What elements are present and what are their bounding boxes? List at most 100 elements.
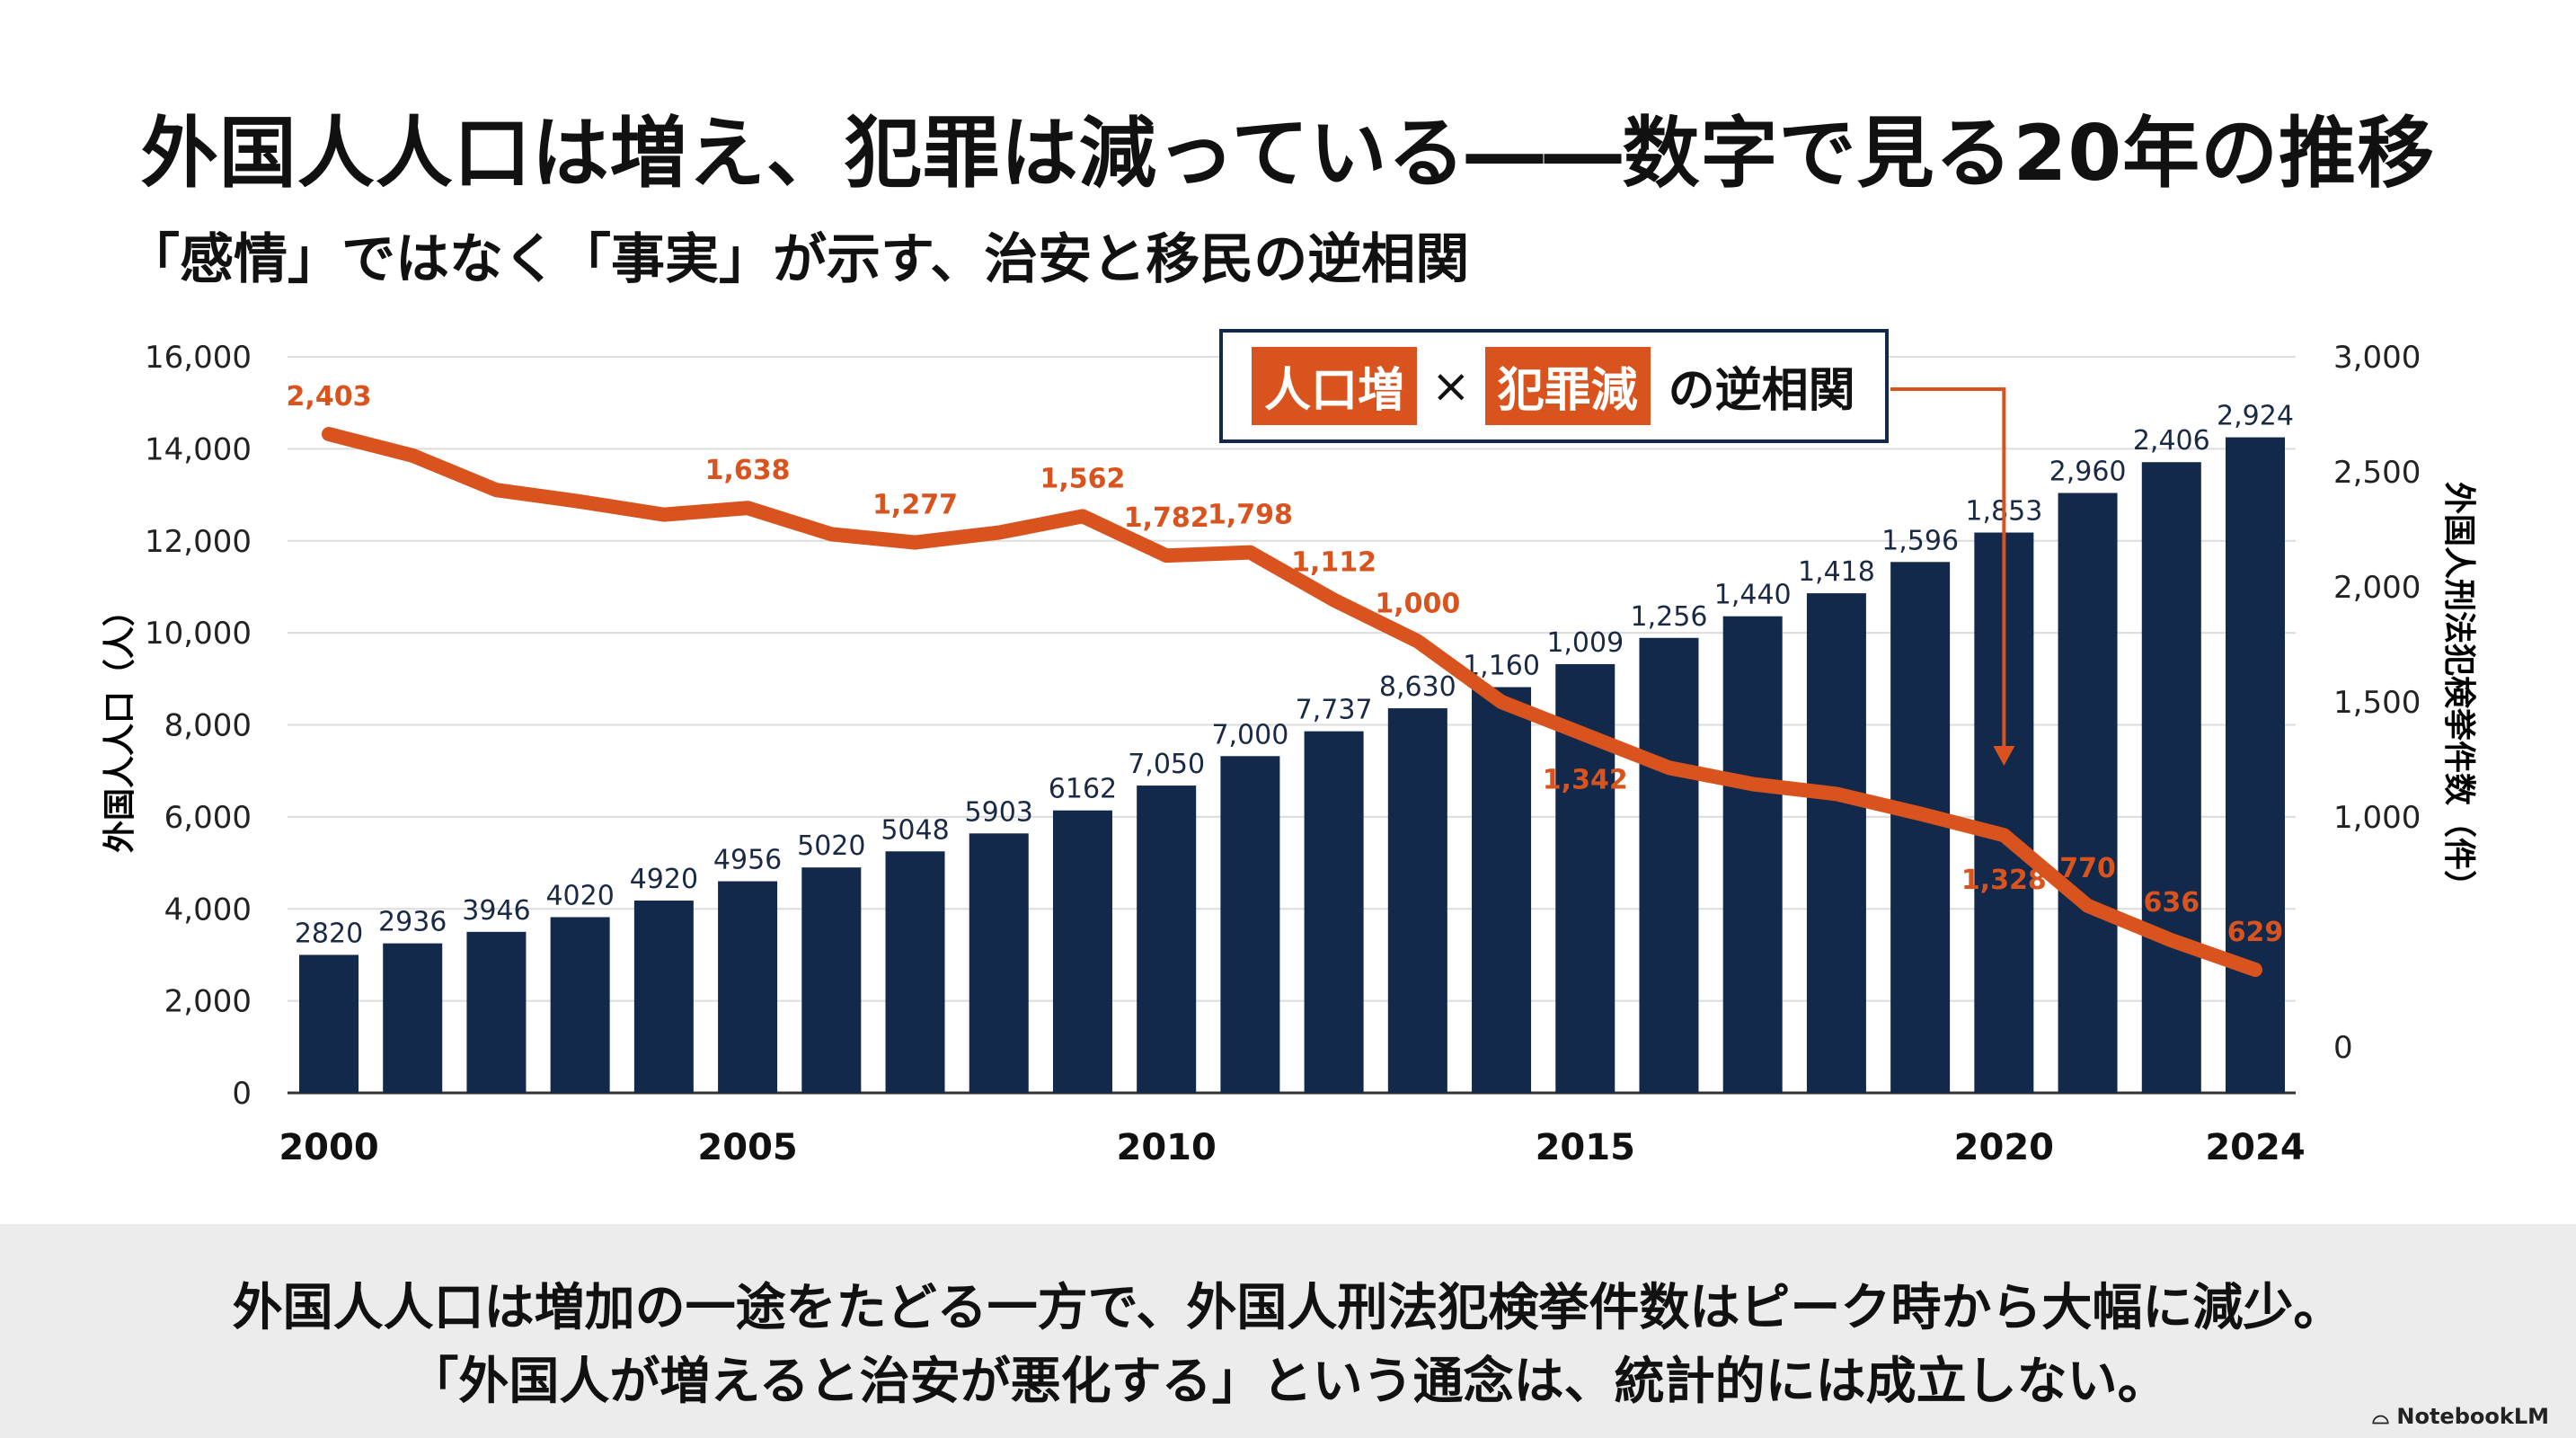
bar: [801, 867, 862, 1093]
y-tick-left: 6,000: [164, 800, 252, 836]
bar-label: 5048: [881, 814, 949, 846]
bar: [2058, 493, 2118, 1093]
bar: [1472, 687, 1532, 1093]
callout-text: の逆相関: [1668, 364, 1855, 418]
y-tick-left: 12,000: [145, 524, 252, 560]
y-tick-left: 0: [232, 1076, 252, 1112]
line-label: 1,112: [1291, 547, 1377, 579]
callout-arrow: [1890, 387, 2006, 746]
page-subtitle: 「感情」ではなく「事実」が示す、治安と移民の逆相関: [126, 228, 1470, 291]
summary-footer: 外国人人口は増加の一途をたどる一方で、外国人刑法犯検挙件数はピーク時から大幅に減…: [0, 1224, 2576, 1438]
x-tick: 2005: [697, 1127, 797, 1168]
summary-line-1: 外国人人口は増加の一途をたどる一方で、外国人刑法犯検挙件数はピーク時から大幅に減…: [232, 1279, 2344, 1337]
bar-label: 8,630: [1379, 671, 1456, 703]
bar-label: 1,440: [1714, 580, 1792, 611]
y-axis-right-label: 外国人刑法犯検挙件数（件）: [2440, 482, 2477, 902]
line-series: [322, 427, 2262, 977]
bar: [1639, 637, 1699, 1093]
bar-label: 7,737: [1296, 695, 1373, 726]
tag-population-increase: 人口増: [1252, 347, 1418, 425]
y-tick-left: 16,000: [145, 340, 252, 376]
y-axis-left-label: 外国人人口（人）: [102, 594, 138, 853]
line-label: 636: [2143, 887, 2200, 919]
y-tick-left: 8,000: [164, 708, 252, 744]
bar-label: 4020: [545, 880, 614, 911]
bar: [969, 833, 1029, 1093]
bar: [1304, 731, 1364, 1093]
y-tick-left: 4,000: [164, 892, 252, 928]
bar: [1722, 616, 1783, 1093]
bar: [1387, 708, 1447, 1093]
bar: [1137, 786, 1197, 1093]
y-tick-left: 10,000: [145, 616, 252, 652]
bar: [1052, 810, 1112, 1093]
y-tick-left: 14,000: [145, 431, 252, 467]
bar: [383, 943, 443, 1093]
brand-logo: ⌓ NotebookLM: [2372, 1404, 2549, 1429]
brand-name: NotebookLM: [2396, 1404, 2549, 1429]
bar-label: 1,596: [1881, 525, 1959, 556]
callout-box: 人口増 × 犯罪減 の逆相関: [1219, 329, 1889, 443]
bar-label: 4956: [713, 845, 782, 876]
line-label: 770: [2059, 853, 2116, 884]
bar: [2226, 437, 2285, 1093]
bar-label: 2936: [378, 907, 447, 938]
bar: [299, 954, 359, 1093]
line-label: 1,000: [1375, 588, 1460, 619]
line-label: 2,403: [287, 381, 372, 413]
bar-label: 7,000: [1211, 719, 1288, 750]
bar-label: 4920: [630, 864, 698, 895]
bar-series: [299, 437, 2285, 1093]
x-tick: 2015: [1536, 1127, 1635, 1168]
bar-label: 2820: [295, 918, 363, 949]
bar-label: 1,256: [1631, 601, 1708, 633]
bar: [885, 851, 945, 1093]
tag-crime-decrease: 犯罪減: [1484, 347, 1651, 425]
bar-label: 5020: [797, 830, 865, 862]
bar: [1220, 756, 1280, 1093]
times-symbol: ×: [1431, 359, 1471, 413]
line-label: 1,798: [1208, 500, 1293, 531]
notebook-icon: ⌓: [2372, 1404, 2397, 1429]
x-tick: 2024: [2205, 1127, 2305, 1168]
bar: [466, 931, 527, 1093]
summary-line-2: 「外国人が増えると治安が悪化する」という通念は、統計的には成立しない。: [408, 1353, 2168, 1411]
line-label: 1,562: [1040, 463, 1126, 494]
y-tick-right: 1,500: [2333, 685, 2421, 721]
x-tick: 2020: [1954, 1127, 2054, 1168]
line-label: 1,277: [872, 490, 958, 521]
bar-label: 2,960: [2049, 457, 2127, 488]
bar: [633, 901, 694, 1093]
bar-label: 2,924: [2217, 401, 2294, 432]
line-label: 1,328: [1961, 865, 2047, 896]
bar-label: 2,406: [2133, 425, 2210, 457]
y-tick-right: 1,000: [2333, 800, 2421, 836]
y-tick-right: 2,500: [2333, 455, 2421, 491]
y-tick-right: 0: [2333, 1030, 2353, 1066]
bar-label: 7,050: [1128, 749, 1205, 780]
line-label: 1,342: [1543, 765, 1628, 796]
bar: [2141, 462, 2201, 1093]
axis-ticks: 0 2,000 4,000 6,000 8,000 10,000 12,000 14,000 1…: [145, 340, 2421, 1168]
y-tick-right: 2,000: [2333, 570, 2421, 606]
y-tick-left: 2,000: [164, 984, 252, 1020]
bar: [550, 917, 610, 1093]
bar-label: 1,418: [1798, 556, 1875, 588]
y-tick-right: 3,000: [2333, 340, 2421, 376]
bar-label: 6162: [1049, 774, 1117, 805]
x-tick: 2000: [279, 1127, 378, 1168]
bar-label: 1,009: [1546, 627, 1624, 659]
bar: [718, 881, 778, 1093]
line-label: 1,638: [705, 455, 791, 486]
line-label: 1,782: [1124, 502, 1209, 534]
page-title: 外国人人口は増え、犯罪は減っている――数字で見る20年の推移: [140, 109, 2436, 199]
x-tick: 2010: [1117, 1127, 1217, 1168]
bar: [1890, 562, 1951, 1093]
bar: [1806, 593, 1866, 1093]
callout-arrow-head: [1993, 746, 2015, 766]
line-label: 629: [2227, 917, 2284, 948]
bar-label: 3946: [462, 895, 530, 927]
bar-label: 5903: [965, 796, 1033, 828]
